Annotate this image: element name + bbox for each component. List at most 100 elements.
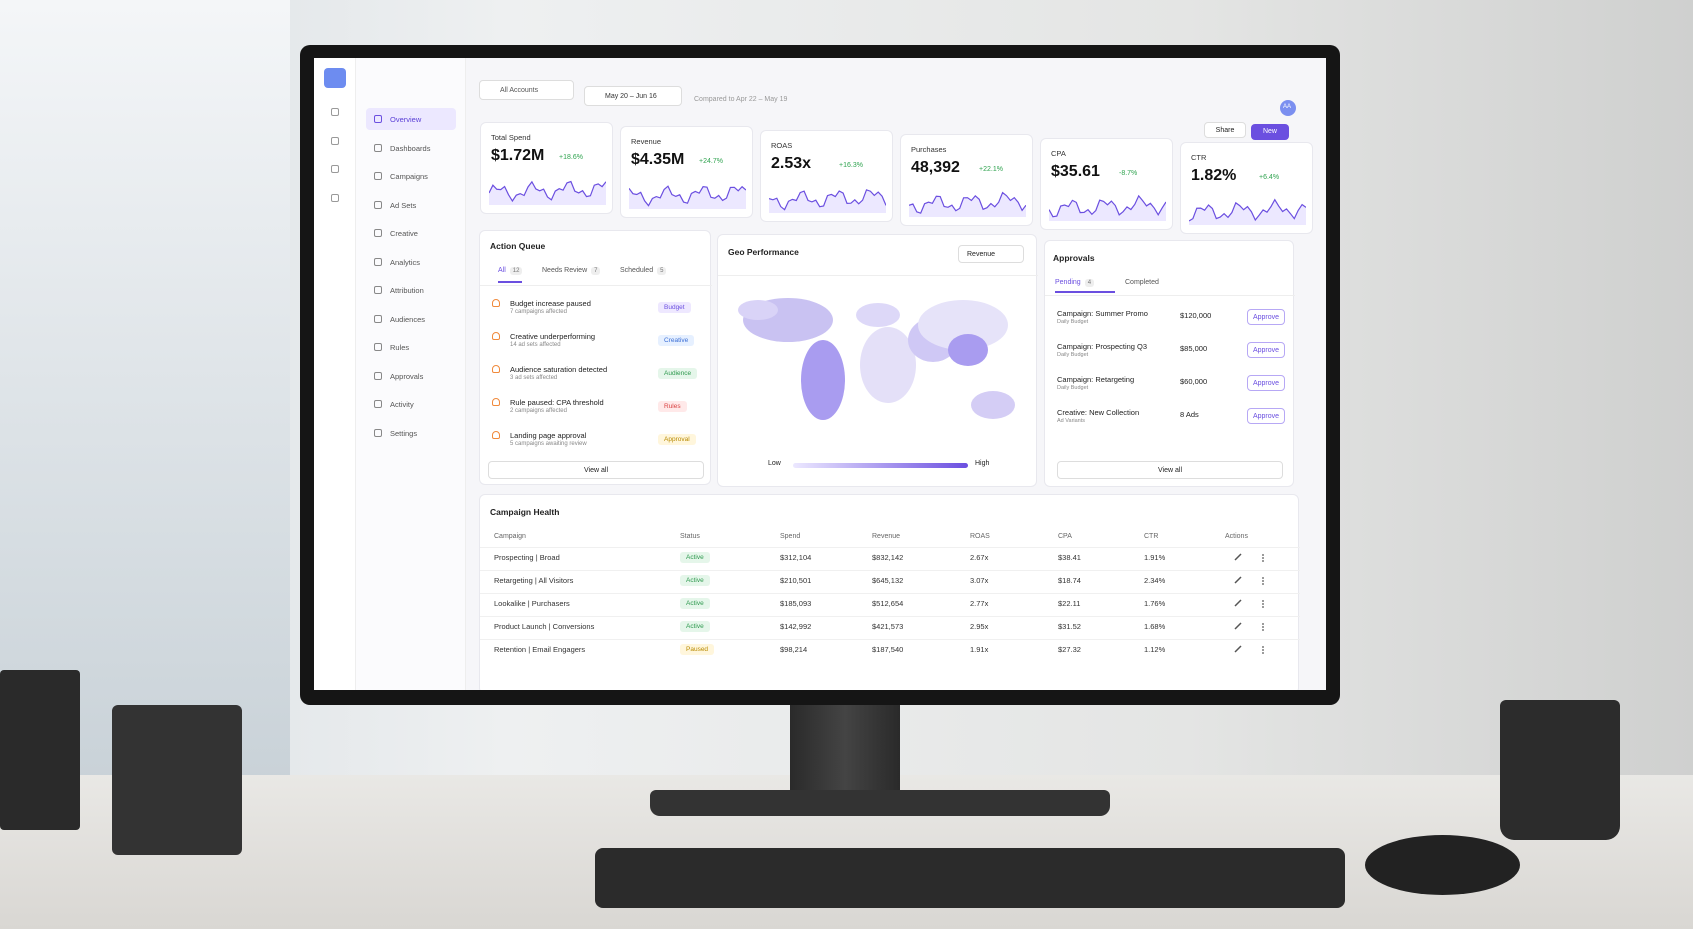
approve-button[interactable]: Approve <box>1247 342 1285 358</box>
avatar[interactable]: AA <box>1280 100 1296 116</box>
monitor-base <box>650 790 1110 816</box>
monitor-stand <box>790 700 900 795</box>
tab[interactable]: Completed <box>1125 277 1159 293</box>
tab-count: 5 <box>657 267 667 275</box>
nav-icon <box>374 115 382 123</box>
nav-label: Audiences <box>390 314 426 324</box>
landmass <box>918 300 1008 350</box>
date-select[interactable]: May 20 – Jun 16 <box>584 86 682 106</box>
nav-item[interactable]: Analytics <box>366 251 456 273</box>
nav-icon <box>374 343 382 351</box>
row-actions[interactable] <box>1233 621 1273 633</box>
cell: Lookalike | Purchasers <box>494 599 570 608</box>
nav-item[interactable]: Overview <box>366 108 456 130</box>
item-subtitle: 3 ad sets affected <box>510 375 558 381</box>
view-all-button[interactable]: View all <box>488 461 704 479</box>
tab-count: 4 <box>1084 279 1095 287</box>
link-icon <box>1234 553 1242 561</box>
row-actions[interactable] <box>1233 575 1273 587</box>
tab-label: All <box>498 267 506 274</box>
nav-item[interactable]: Dashboards <box>366 137 456 159</box>
tab[interactable]: Needs Review 7 <box>542 265 601 283</box>
column-header: Status <box>680 533 700 540</box>
row-divider <box>480 593 1300 594</box>
nav-icon <box>374 200 382 209</box>
sparkline <box>1189 198 1306 225</box>
cell: 2.95x <box>970 622 989 631</box>
status-badge: Active <box>680 598 710 609</box>
new-button[interactable]: New <box>1251 124 1289 140</box>
link-icon <box>1234 576 1242 584</box>
tag: Budget <box>658 302 691 313</box>
kpi-change: -8.7% <box>1119 170 1138 177</box>
approve-button[interactable]: Approve <box>1247 309 1285 325</box>
sparkline-area <box>629 186 746 209</box>
cell: $142,992 <box>780 622 812 631</box>
cell: $31.52 <box>1058 622 1081 631</box>
tab-label: Completed <box>1125 279 1159 286</box>
cell: $185,093 <box>780 599 812 608</box>
nav-label: Overview <box>390 115 422 124</box>
account-label: All Accounts <box>500 87 539 94</box>
link-icon <box>1234 645 1242 653</box>
view-all-button[interactable]: View all <box>1057 461 1283 479</box>
nav-label: Rules <box>390 343 410 352</box>
sparkline-line <box>1189 198 1306 222</box>
nav-item[interactable]: Attribution <box>366 279 456 301</box>
more-dot <box>1262 557 1264 559</box>
account-select[interactable]: All Accounts <box>479 80 574 100</box>
nav-item[interactable]: Ad Sets <box>366 194 456 216</box>
tab[interactable]: Scheduled 5 <box>620 265 667 283</box>
approve-button[interactable]: Approve <box>1247 408 1285 424</box>
sparkline-line <box>769 189 886 211</box>
approval-title: Creative: New Collection <box>1057 408 1140 417</box>
row-divider <box>480 570 1300 571</box>
cell: 3.07x <box>970 576 989 585</box>
nav-label: Analytics <box>390 257 421 267</box>
column-header: CTR <box>1144 533 1159 540</box>
avatar-initials: AA <box>1283 104 1292 110</box>
window <box>0 0 290 780</box>
nav-item[interactable]: Rules <box>366 336 456 358</box>
kpi-label: ROAS <box>771 141 793 150</box>
cell: 1.12% <box>1144 645 1166 654</box>
more-dot <box>1262 554 1264 556</box>
sparkline-line <box>909 191 1026 214</box>
tab-label: Pending <box>1055 279 1081 286</box>
legend-low: Low <box>768 460 781 467</box>
alert-icon <box>492 398 500 406</box>
cell: Retention | Email Engagers <box>494 645 586 654</box>
metric-select[interactable]: Revenue <box>958 245 1024 263</box>
cell: Retargeting | All Visitors <box>494 576 574 585</box>
alert-icon <box>492 365 500 373</box>
section-title: Action Queue <box>490 241 546 251</box>
more-dot <box>1262 580 1264 582</box>
geo-card: Geo Performance Revenue Low High <box>717 234 1038 487</box>
tab[interactable]: Pending 4 <box>1055 277 1115 293</box>
row-actions[interactable] <box>1233 598 1273 610</box>
nav-item[interactable]: Creative <box>366 222 456 244</box>
nav-item[interactable]: Campaigns <box>366 165 456 187</box>
nav-item[interactable]: Activity <box>366 393 456 415</box>
nav-item[interactable]: Audiences <box>366 308 456 330</box>
rail-icon <box>331 136 339 145</box>
nav-label: Dashboards <box>390 143 431 153</box>
tab-label: Needs Review <box>542 267 588 274</box>
approval-subtitle: Daily Budget <box>1057 352 1089 358</box>
nav-item[interactable]: Approvals <box>366 365 456 387</box>
tag: Audience <box>658 368 698 379</box>
row-actions[interactable] <box>1233 552 1273 564</box>
item-subtitle: 14 ad sets affected <box>510 342 561 348</box>
cell: $18.74 <box>1058 576 1081 585</box>
sparkline-area <box>1189 199 1306 225</box>
sparkline <box>1049 194 1166 221</box>
more-dot <box>1262 626 1264 628</box>
tab[interactable]: All 12 <box>498 265 523 283</box>
row-actions[interactable] <box>1233 644 1273 656</box>
approve-button[interactable]: Approve <box>1247 375 1285 391</box>
nav-item[interactable]: Settings <box>366 422 456 444</box>
plant-pot <box>0 670 80 830</box>
cell: $832,142 <box>872 553 904 562</box>
